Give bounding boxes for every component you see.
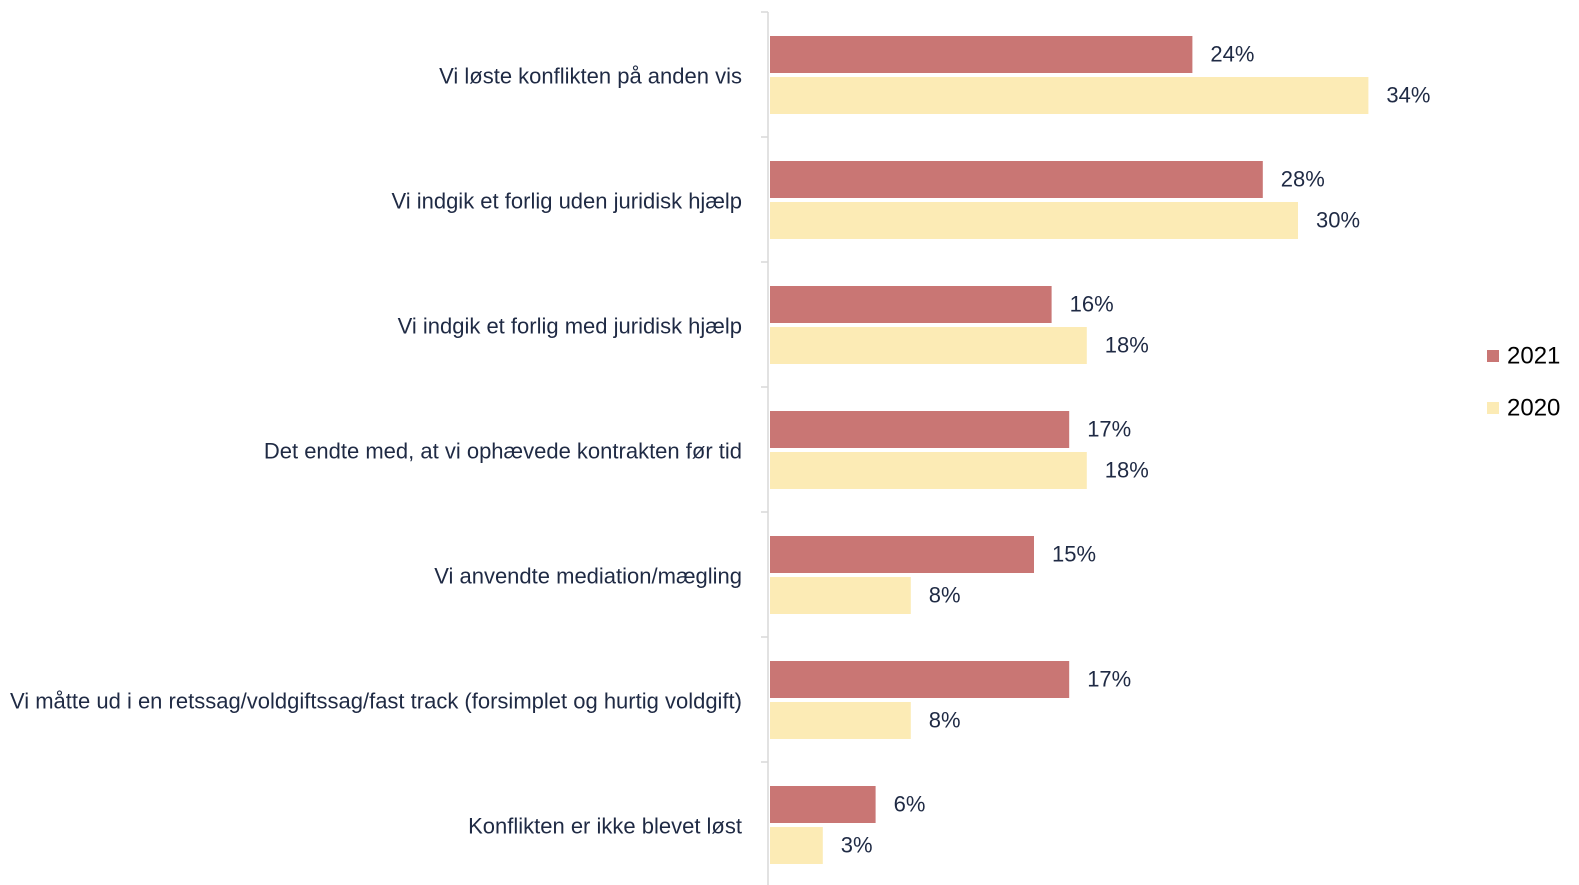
category-label: Vi måtte ud i en retssag/voldgiftssag/fa…: [9, 688, 742, 714]
value-label: 8%: [929, 707, 961, 732]
category-label: Vi anvendte mediation/mægling: [434, 563, 742, 589]
value-label: 17%: [1087, 416, 1131, 441]
bar: [770, 661, 1070, 698]
legend-swatch: [1487, 402, 1499, 414]
legend-swatch: [1487, 350, 1499, 362]
bar: [770, 202, 1298, 239]
bar: [770, 786, 876, 823]
value-label: 18%: [1105, 332, 1149, 357]
category-label: Det endte med, at vi ophævede kontrakten…: [263, 438, 742, 464]
value-label: 3%: [841, 832, 873, 857]
value-label: 16%: [1070, 291, 1114, 316]
category-label: Konflikten er ikke blevet løst: [468, 813, 742, 839]
bar: [770, 36, 1193, 73]
bar: [770, 536, 1034, 573]
value-label: 34%: [1386, 82, 1430, 107]
category-label: Vi indgik et forlig uden juridisk hjælp: [391, 188, 742, 214]
value-label: 30%: [1316, 207, 1360, 232]
value-label: 18%: [1105, 457, 1149, 482]
bar: [770, 702, 911, 739]
value-label: 6%: [894, 791, 926, 816]
bar: [770, 452, 1087, 489]
value-label: 28%: [1281, 166, 1325, 191]
bar: [770, 577, 911, 614]
value-label: 24%: [1210, 41, 1254, 66]
legend-label: 2020: [1507, 394, 1560, 421]
bar: [770, 286, 1052, 323]
category-label: Vi indgik et forlig med juridisk hjælp: [397, 313, 742, 339]
category-label: Vi løste konflikten på anden vis: [439, 63, 742, 89]
bar: [770, 161, 1263, 198]
bar: [770, 77, 1369, 114]
value-label: 8%: [929, 582, 961, 607]
bar: [770, 327, 1087, 364]
bar: [770, 411, 1070, 448]
bar: [770, 827, 823, 864]
value-label: 15%: [1052, 541, 1096, 566]
legend-label: 2021: [1507, 342, 1560, 369]
value-label: 17%: [1087, 666, 1131, 691]
